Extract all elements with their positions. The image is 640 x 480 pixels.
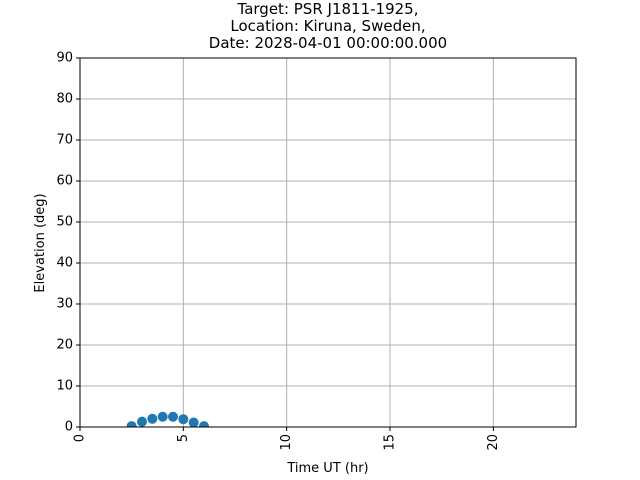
y-tick-label: 10 — [56, 379, 73, 394]
y-tick-label: 90 — [56, 51, 73, 66]
grid — [79, 57, 576, 428]
x-tick-label: 0 — [73, 434, 88, 442]
y-tick-label: 80 — [56, 92, 73, 107]
scatter-points — [126, 411, 209, 427]
y-tick-label: 70 — [56, 133, 73, 148]
plot-area-frame — [79, 57, 577, 428]
chart-title-line-1: Target: PSR J1811-1925, — [237, 0, 419, 18]
data-point — [157, 411, 168, 422]
data-point — [168, 411, 178, 422]
y-tick-label: 20 — [56, 338, 73, 353]
y-tick-label: 0 — [65, 420, 73, 435]
x-tick-label: 20 — [486, 434, 501, 451]
y-tick-label: 60 — [56, 174, 73, 189]
y-tick-label: 50 — [56, 215, 73, 230]
data-point — [147, 413, 158, 424]
y-tick-label: 40 — [56, 256, 73, 271]
chart-title-line-3: Date: 2028-04-01 00:00:00.000 — [209, 34, 447, 52]
y-axis-label: Elevation (deg) — [33, 193, 48, 292]
data-point — [178, 414, 189, 425]
y-tick-label: 30 — [56, 297, 73, 312]
x-tick-label: 10 — [279, 434, 294, 451]
data-point — [188, 417, 199, 427]
chart-title: Target: PSR J1811-1925, Location: Kiruna… — [209, 0, 447, 52]
axis-ticks: 0 5 10 15 20 0 10 20 30 40 50 60 70 80 90 — [56, 51, 500, 451]
x-tick-label: 5 — [176, 434, 191, 442]
x-axis-label: Time UT (hr) — [286, 461, 368, 476]
data-point — [137, 416, 147, 427]
data-point — [199, 421, 209, 427]
chart-title-line-2: Location: Kiruna, Sweden, — [230, 17, 425, 35]
data-point — [126, 421, 137, 427]
x-tick-label: 15 — [383, 434, 398, 451]
